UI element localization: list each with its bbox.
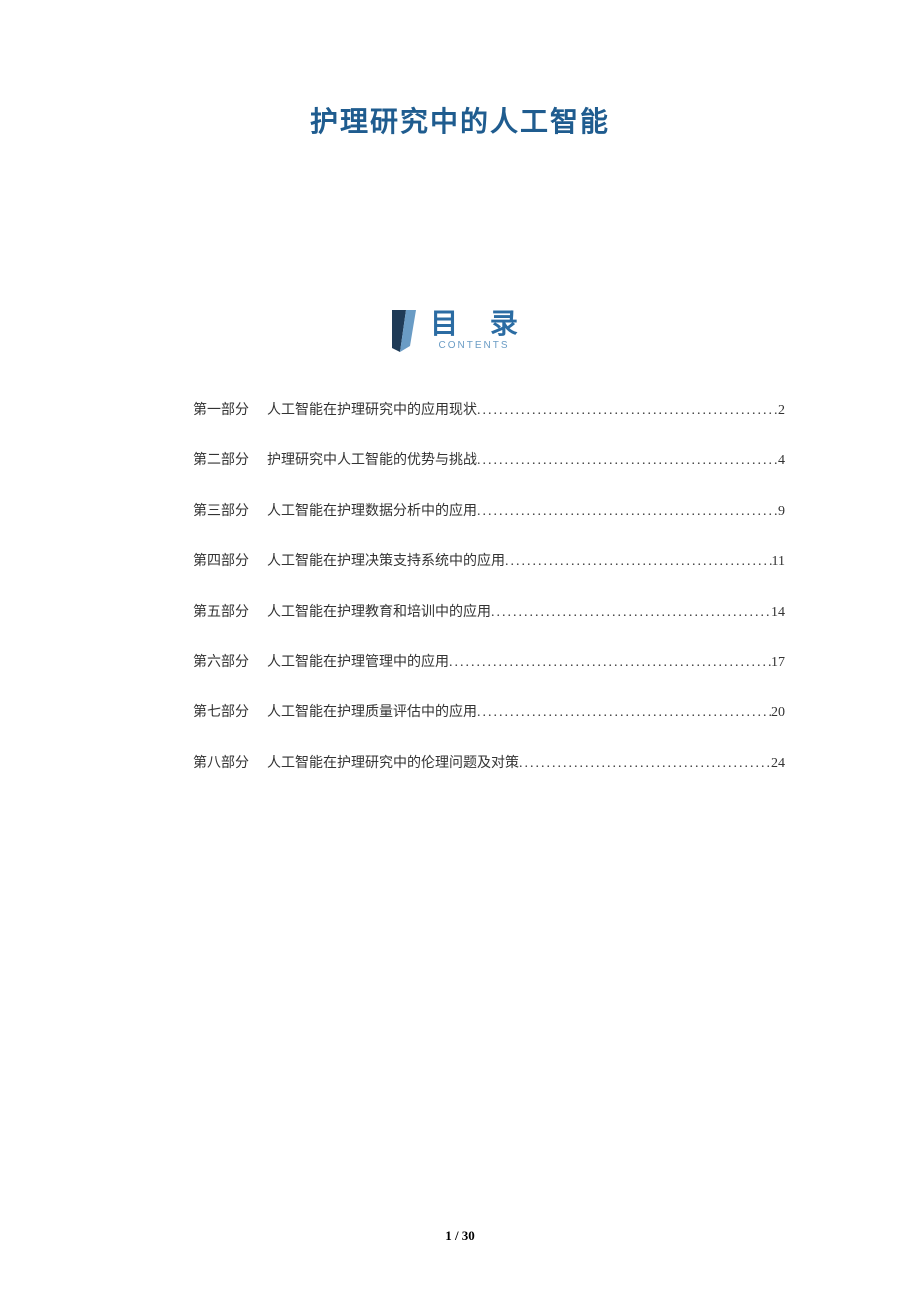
toc-label: 目 录 CONTENTS [430,310,530,351]
toc-icon [390,310,418,352]
toc-page-number: 24 [771,753,785,775]
toc-text: 人工智能在护理决策支持系统中的应用 [267,551,505,573]
toc-part: 第二部分 [193,450,249,472]
toc-dots: ........................................… [477,400,778,422]
toc-label-en: CONTENTS [439,340,510,351]
toc-part: 第七部分 [193,702,249,724]
toc-row: 第四部分 人工智能在护理决策支持系统中的应用 .................… [193,551,785,573]
toc-part: 第五部分 [193,602,249,624]
toc-dots: ........................................… [505,551,772,573]
document-page: 护理研究中的人工智能 目 录 CONTENTS 第一部分 人工智能在护理研究中的… [0,0,920,775]
toc-row: 第五部分 人工智能在护理教育和培训中的应用 ..................… [193,602,785,624]
toc-dots: ........................................… [519,753,771,775]
toc-page-number: 17 [771,652,785,674]
toc-row: 第八部分 人工智能在护理研究中的伦理问题及对策 ................… [193,753,785,775]
toc-row: 第七部分 人工智能在护理质量评估中的应用 ...................… [193,702,785,724]
toc-list: 第一部分 人工智能在护理研究中的应用现状 ...................… [125,400,795,775]
toc-part: 第四部分 [193,551,249,573]
toc-page-number: 20 [771,702,785,724]
toc-text: 人工智能在护理教育和培训中的应用 [267,602,491,624]
toc-part: 第三部分 [193,501,249,523]
toc-page-number: 9 [778,501,785,523]
toc-text: 人工智能在护理管理中的应用 [267,652,449,674]
toc-part: 第八部分 [193,753,249,775]
toc-part: 第六部分 [193,652,249,674]
toc-row: 第一部分 人工智能在护理研究中的应用现状 ...................… [193,400,785,422]
toc-text: 人工智能在护理研究中的应用现状 [267,400,477,422]
document-title: 护理研究中的人工智能 [125,100,795,140]
toc-dots: ........................................… [491,602,771,624]
toc-text: 人工智能在护理研究中的伦理问题及对策 [267,753,519,775]
toc-header: 目 录 CONTENTS [125,310,795,352]
toc-dots: ........................................… [477,501,778,523]
toc-row: 第六部分 人工智能在护理管理中的应用 .....................… [193,652,785,674]
toc-dots: ........................................… [449,652,771,674]
toc-part: 第一部分 [193,400,249,422]
page-footer: 1 / 30 [0,1228,920,1244]
toc-page-number: 11 [772,551,785,573]
toc-text: 人工智能在护理质量评估中的应用 [267,702,477,724]
toc-label-cn: 目 录 [430,310,530,338]
toc-dots: ........................................… [477,702,771,724]
toc-dots: ........................................… [477,450,778,472]
toc-row: 第三部分 人工智能在护理数据分析中的应用 ...................… [193,501,785,523]
toc-text: 人工智能在护理数据分析中的应用 [267,501,477,523]
toc-text: 护理研究中人工智能的优势与挑战 [267,450,477,472]
toc-page-number: 4 [778,450,785,472]
toc-row: 第二部分 护理研究中人工智能的优势与挑战 ...................… [193,450,785,472]
toc-page-number: 14 [771,602,785,624]
toc-page-number: 2 [778,400,785,422]
